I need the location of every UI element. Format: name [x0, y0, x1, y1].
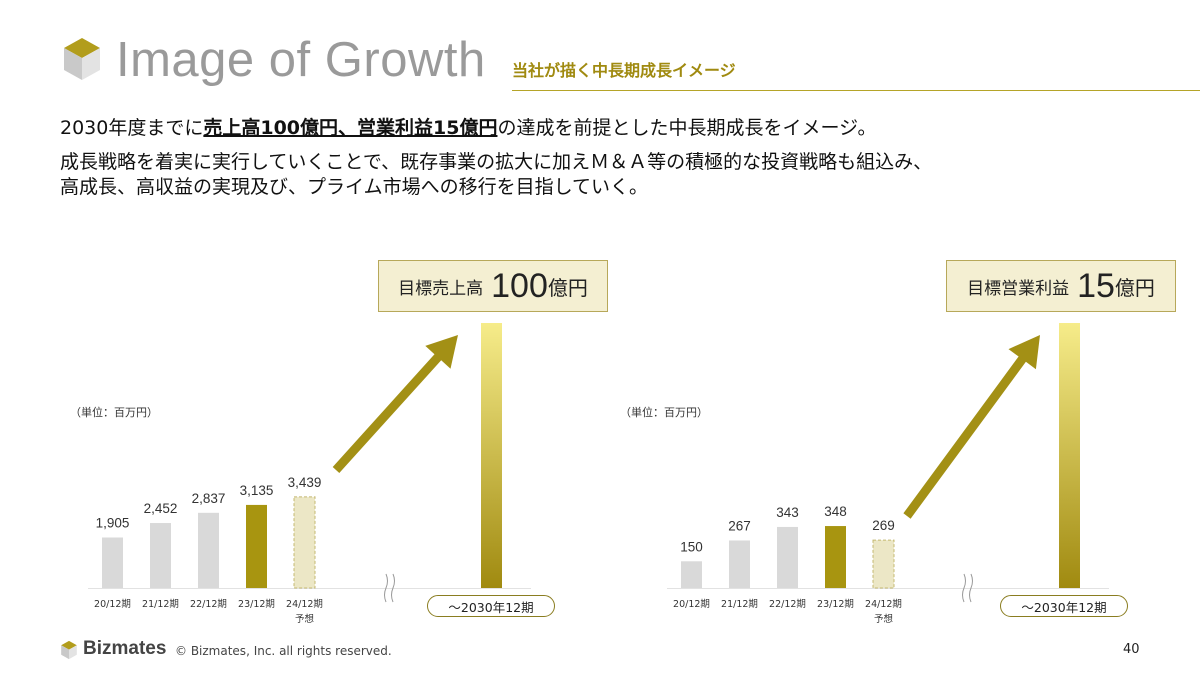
slide-header: Image of Growth 当社が描く中長期成長イメージ [62, 32, 1200, 92]
sales-value-label: 2,452 [144, 501, 178, 516]
profit-target-value: 15 [1077, 266, 1115, 305]
body-paragraph: 成長戦略を着実に実行していくことで、既存事業の拡大に加えＭ＆Ａ等の積極的な投資戦… [60, 150, 932, 200]
sales-growth-arrow-icon [332, 335, 458, 473]
profit-category-label: 21/12期 [721, 599, 758, 610]
profit-unit-label: （単位：百万円） [620, 406, 708, 419]
profit-category-label: 24/12期 [865, 599, 902, 610]
sales-category-label: 23/12期 [238, 599, 275, 610]
sales-bar [102, 537, 123, 588]
sales-bar [198, 512, 219, 588]
body-line-2: 高成長、高収益の実現及び、プライム市場への移行を目指していく。 [60, 176, 649, 198]
sales-value-label: 2,837 [192, 491, 226, 506]
sales-target-bar [481, 323, 502, 588]
sales-category-note: 予想 [295, 613, 315, 625]
profit-bar [825, 526, 846, 588]
profit-chart: 150 20/12期 267 21/12期 343 22/12期 348 23/12期 269 2… [667, 323, 1109, 625]
profit-target-bar [1059, 323, 1080, 588]
sales-category-label: 22/12期 [190, 599, 227, 610]
cube-logo-icon [64, 38, 100, 80]
profit-bar [777, 526, 798, 588]
profit-value-label: 267 [728, 518, 751, 533]
sales-target-box: 目標売上高 100 億円 [378, 260, 608, 312]
profit-growth-arrow-icon [903, 335, 1040, 519]
sales-bar [293, 496, 316, 589]
page-title: Image of Growth [116, 33, 486, 87]
profit-target-unit: 億円 [1114, 275, 1155, 300]
sales-target-unit: 億円 [547, 275, 588, 300]
sales-chart: 1,905 20/12期 2,452 21/12期 2,837 22/12期 3,135 23… [88, 323, 531, 625]
lead-sentence: 2030年度までに売上高100億円、営業利益15億円の達成を前提とした中長期成長… [60, 113, 877, 140]
lead-prefix: 2030年度までに [60, 117, 204, 139]
sales-category-label: 24/12期 [286, 599, 323, 610]
footer-cube-icon [61, 640, 77, 660]
profit-value-label: 269 [872, 518, 895, 533]
profit-target-period: ～2030年12期 [1000, 595, 1128, 617]
sales-bar [150, 523, 171, 588]
sales-axis-break-icon [384, 573, 388, 603]
sales-value-label: 3,439 [288, 475, 322, 490]
sales-category-label: 21/12期 [142, 599, 179, 610]
page-number: 40 [1123, 642, 1140, 657]
lead-suffix: の達成を前提とした中長期成長をイメージ。 [497, 117, 877, 139]
sales-target-label: 目標売上高 [398, 278, 484, 299]
sales-unit-label: （単位：百万円） [70, 406, 158, 419]
sales-value-label: 1,905 [96, 516, 130, 531]
profit-category-label: 23/12期 [817, 599, 854, 610]
profit-axis-break-icon [969, 573, 973, 603]
profit-bar [872, 539, 895, 589]
lead-emphasis: 売上高100億円、営業利益15億円 [203, 117, 498, 139]
profit-category-label: 20/12期 [673, 599, 710, 610]
header-divider [512, 90, 1200, 91]
sales-bar [246, 504, 267, 588]
profit-bar [681, 561, 702, 588]
profit-value-label: 150 [680, 539, 703, 554]
footer-copyright: © Bizmates, Inc. all rights reserved. [175, 644, 392, 658]
profit-axis-break-icon [962, 573, 966, 603]
sales-target-value: 100 [491, 266, 548, 305]
profit-category-label: 22/12期 [769, 599, 806, 610]
sales-axis-break-icon [391, 573, 395, 603]
profit-bar [729, 540, 750, 588]
profit-value-label: 348 [824, 504, 847, 519]
page-subtitle: 当社が描く中長期成長イメージ [512, 61, 736, 80]
profit-target-label: 目標営業利益 [967, 278, 1070, 299]
profit-value-label: 343 [776, 505, 799, 520]
profit-category-note: 予想 [874, 613, 894, 625]
sales-value-label: 3,135 [240, 483, 274, 498]
footer-brand: Bizmates [83, 638, 167, 659]
sales-target-period: ～2030年12期 [427, 595, 555, 617]
profit-target-box: 目標営業利益 15 億円 [946, 260, 1176, 312]
body-line-1: 成長戦略を着実に実行していくことで、既存事業の拡大に加えＭ＆Ａ等の積極的な投資戦… [60, 151, 933, 173]
sales-category-label: 20/12期 [94, 599, 131, 610]
